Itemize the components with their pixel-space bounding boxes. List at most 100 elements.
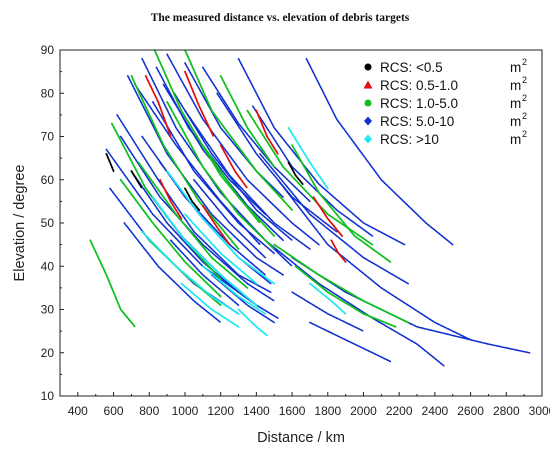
legend-unit: m: [510, 60, 521, 75]
track-9: [116, 114, 272, 294]
legend-unit-exponent: 2: [522, 57, 527, 67]
x-tick-label: 3000: [529, 404, 550, 418]
legend-unit-exponent: 2: [522, 129, 527, 139]
legend-item: RCS: 0.5-1.0 m 2: [363, 75, 527, 93]
track-55: [237, 308, 269, 337]
legend-unit-exponent: 2: [522, 111, 527, 121]
track-62: [330, 239, 347, 263]
legend-marker: [364, 134, 372, 144]
y-tick-label: 30: [41, 303, 55, 317]
track-38: [184, 50, 294, 211]
track-66: [130, 170, 144, 190]
legend-label: RCS: 0.5-1.0: [380, 78, 458, 93]
track-18: [152, 101, 276, 255]
legend-marker: [363, 80, 373, 89]
track-33: [89, 239, 136, 328]
x-tick-label: 400: [68, 404, 88, 418]
track-12: [184, 62, 284, 198]
legend-unit-exponent: 2: [522, 93, 527, 103]
legend-marker: [364, 63, 372, 71]
x-axis-label: Distance / km: [257, 430, 345, 446]
track-43: [137, 161, 249, 289]
data-tracks: [89, 50, 531, 367]
y-tick-label: 40: [41, 259, 55, 273]
legend-marker: [364, 99, 372, 107]
track-8: [264, 239, 445, 367]
track-23: [252, 105, 374, 237]
y-axis: 10 20 30 40 50 60 70 80 90: [41, 43, 64, 403]
legend-label: RCS: >10: [380, 132, 439, 147]
x-tick-label: 1000: [172, 404, 199, 418]
track-54: [308, 282, 347, 315]
legend-item: RCS: 1.0-5.0 m 2: [364, 93, 527, 111]
track-6: [276, 179, 472, 341]
plot-frame: [59, 49, 543, 397]
track-16: [130, 170, 240, 294]
track-25: [123, 222, 222, 324]
track-68: [287, 161, 304, 186]
y-tick-label: 90: [41, 43, 55, 57]
legend-marker: [364, 116, 372, 126]
chart-title: The measured distance vs. elevation of d…: [151, 12, 410, 24]
track-49: [166, 170, 276, 285]
y-tick-label: 50: [41, 216, 55, 230]
y-tick-label: 10: [41, 389, 55, 403]
track-31: [291, 291, 365, 332]
x-tick-label: 2800: [493, 404, 520, 418]
track-52: [201, 265, 267, 315]
track-22: [216, 92, 338, 233]
y-axis-label: Elevation / degree: [12, 165, 28, 282]
track-46: [201, 144, 276, 237]
track-15: [119, 135, 276, 302]
track-60: [255, 109, 279, 155]
track-37: [166, 101, 276, 250]
track-35: [130, 75, 240, 250]
track-44: [119, 178, 222, 298]
x-tick-label: 2000: [350, 404, 377, 418]
legend-label: RCS: 1.0-5.0: [380, 96, 458, 111]
x-tick-label: 2400: [422, 404, 449, 418]
track-13: [202, 66, 311, 203]
legend-label: RCS: 5.0-10: [380, 114, 454, 129]
x-tick-label: 2600: [457, 404, 484, 418]
track-24: [259, 153, 409, 285]
track-28: [193, 179, 267, 259]
track-57: [144, 75, 172, 138]
track-59: [219, 144, 249, 190]
legend-item: RCS: <0.5 m 2: [364, 57, 527, 75]
track-67: [184, 187, 201, 211]
track-41: [273, 243, 410, 324]
track-40: [291, 144, 392, 263]
track-50: [141, 230, 240, 315]
legend-unit-exponent: 2: [522, 75, 527, 85]
legend-unit: m: [510, 96, 521, 111]
track-64: [159, 178, 183, 220]
x-tick-label: 1800: [314, 404, 341, 418]
track-7: [291, 256, 531, 354]
track-4: [237, 57, 406, 246]
y-tick-label: 60: [41, 173, 55, 187]
track-42: [294, 265, 397, 328]
track-65: [105, 152, 115, 173]
legend-unit: m: [510, 132, 521, 147]
track-3: [166, 53, 320, 246]
x-tick-label: 2200: [386, 404, 413, 418]
track-48: [151, 196, 258, 307]
track-29: [169, 239, 240, 307]
legend-unit: m: [510, 114, 521, 129]
x-tick-label: 600: [104, 404, 124, 418]
x-tick-label: 1600: [279, 404, 306, 418]
legend-label: RCS: <0.5: [380, 60, 443, 75]
track-21: [184, 109, 311, 250]
legend-item: RCS: >10 m 2: [364, 129, 527, 147]
y-tick-label: 20: [41, 346, 55, 360]
x-axis: 400 600 800 1000 1200 1400 1600 1800 2000 2200 240…: [68, 392, 550, 418]
track-61: [312, 196, 344, 237]
y-tick-label: 80: [41, 86, 55, 100]
track-58: [184, 70, 215, 138]
track-63: [201, 204, 231, 246]
track-32: [309, 321, 392, 363]
track-10: [134, 83, 261, 246]
